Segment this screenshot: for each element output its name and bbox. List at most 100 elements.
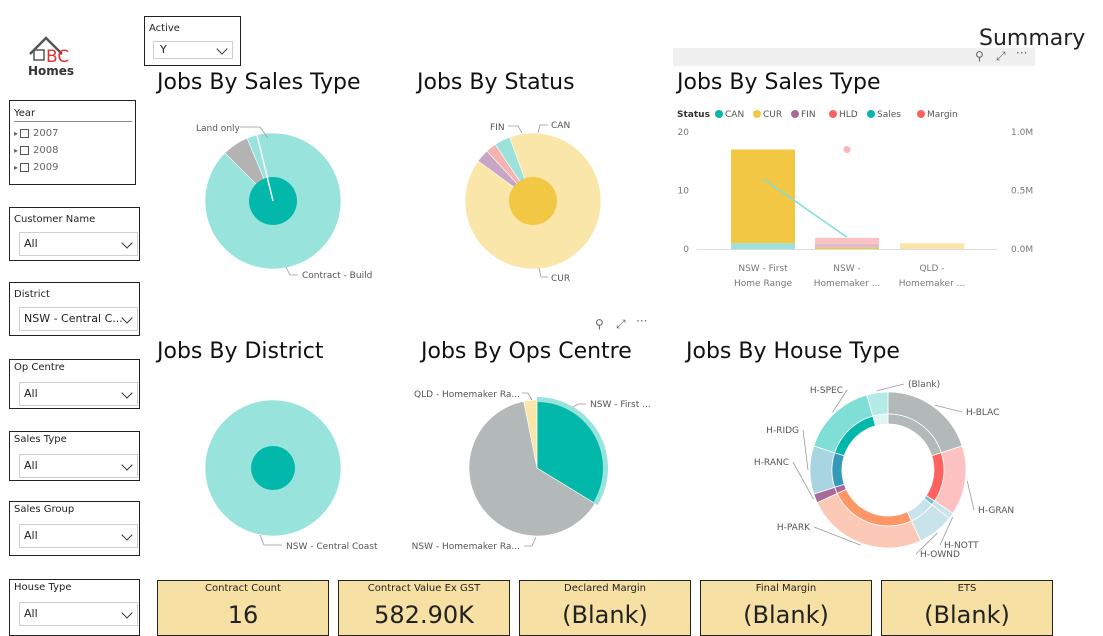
chevron-down-icon (121, 312, 133, 324)
year-item-label: 2008 (33, 145, 59, 156)
y-tick-label: 20 (678, 128, 690, 138)
sales-line[interactable] (762, 178, 848, 238)
slice-highlight (537, 397, 608, 506)
leader-line (285, 266, 298, 276)
leader-line (240, 126, 269, 139)
slice-separator (256, 134, 274, 202)
district-value: NSW - Central C... (24, 312, 123, 325)
district-dropdown[interactable]: NSW - Central C... (19, 307, 138, 331)
leader-line (939, 516, 954, 546)
leader-line (966, 480, 975, 511)
margin-point[interactable] (843, 146, 851, 154)
sales-group-dropdown[interactable]: All (19, 524, 138, 548)
chevron-down-icon (121, 607, 133, 619)
chevron-down-icon (121, 387, 133, 399)
visual-header-bar (673, 48, 1035, 66)
year-slicer: Year ▸ 2007 ▸ 2008 ▸ 2009 (9, 100, 136, 185)
data-label: H-RIDG (766, 426, 799, 436)
pin-icon[interactable]: ⚲ (595, 317, 604, 331)
donut-inner-segment[interactable] (872, 413, 889, 427)
kpi-label: Declared Margin (564, 583, 646, 594)
bc-homes-logo: BC Homes (26, 32, 82, 78)
expand-arrow-icon[interactable]: ▸ (14, 129, 19, 138)
data-label: QLD - Homemaker Ra... (414, 390, 520, 400)
leader-line (537, 124, 548, 134)
district-slicer: District NSW - Central C... (9, 282, 140, 336)
legend-marker (791, 110, 799, 118)
sales-type-dropdown[interactable]: All (19, 454, 138, 478)
checkbox-icon[interactable] (20, 162, 30, 172)
bar-segment[interactable] (815, 243, 879, 248)
sales-type-label: Sales Type (14, 434, 67, 445)
data-label: H-OWND (920, 550, 960, 560)
kpi-label: ETS (957, 583, 977, 594)
kpi-card-declared-margin: Declared Margin (Blank) (519, 580, 691, 636)
pie-slice[interactable] (468, 400, 596, 537)
legend-item[interactable]: HLD (839, 110, 858, 120)
pie-center (509, 177, 557, 225)
legend-title: Status (677, 110, 710, 120)
year-item[interactable]: ▸ 2009 (14, 159, 58, 176)
more-options-icon[interactable]: ··· (636, 314, 648, 328)
house-type-dropdown[interactable]: All (19, 602, 138, 626)
y2-tick-label: 0.5M (1011, 187, 1033, 197)
active-dropdown[interactable]: Y (153, 41, 233, 59)
data-label: Land only (196, 124, 241, 134)
pie-slice[interactable] (523, 399, 538, 469)
y-tick-label: 0 (683, 245, 689, 255)
pie-slice[interactable] (204, 132, 342, 270)
more-options-icon[interactable]: ··· (1016, 46, 1028, 60)
data-label: NSW - Central Coast (286, 542, 378, 552)
data-label: H-PARK (777, 523, 811, 533)
focus-mode-icon[interactable]: ⤢ (996, 49, 1006, 63)
leader-line (876, 383, 905, 392)
focus-mode-icon[interactable]: ⤢ (616, 317, 626, 331)
expand-arrow-icon[interactable]: ▸ (14, 146, 19, 155)
y2-tick-label: 0.0M (1011, 245, 1033, 255)
op-centre-value: All (24, 387, 38, 400)
kpi-card-contract-count: Contract Count 16 (157, 580, 329, 636)
sales-type-combo-chart: Status CAN CUR FIN HLD Sales Margin 20 10 0 1.0M 0.… (677, 110, 1033, 289)
sales-type-pie-chart: Land only Contract - Build (196, 124, 372, 281)
expand-arrow-icon[interactable]: ▸ (14, 163, 19, 172)
customer-name-value: All (24, 237, 38, 250)
bar-segment[interactable] (731, 149, 795, 244)
legend-item[interactable]: Margin (927, 110, 958, 120)
legend-item[interactable]: Sales (877, 110, 901, 120)
legend-marker (715, 110, 723, 118)
leader-line (522, 392, 533, 401)
bar-segment[interactable] (815, 247, 879, 249)
visual-title-status: Jobs By Status (417, 70, 575, 95)
year-item[interactable]: ▸ 2008 (14, 142, 58, 159)
sales-type-slicer: Sales Type All (9, 431, 140, 481)
customer-name-dropdown[interactable]: All (19, 232, 138, 256)
op-centre-label: Op Centre (14, 362, 65, 373)
chevron-down-icon (121, 237, 133, 249)
checkbox-icon[interactable] (20, 128, 30, 138)
legend-item[interactable]: FIN (801, 110, 816, 120)
x-tick-label: NSW -Homemaker ... (814, 264, 880, 289)
visual-title-sales-type-combo: Jobs By Sales Type (677, 70, 881, 95)
legend-marker (917, 110, 925, 118)
pin-icon[interactable]: ⚲ (975, 49, 984, 63)
donut-inner-segment[interactable] (831, 452, 845, 488)
data-label: NSW - First ... (590, 400, 651, 410)
bar-segment[interactable] (900, 243, 964, 249)
checkbox-icon[interactable] (20, 145, 30, 155)
donut-outer-segment[interactable] (809, 445, 836, 495)
bar-segment[interactable] (815, 237, 879, 244)
data-label: CAN (551, 121, 570, 131)
kpi-label: Final Margin (755, 583, 817, 594)
kpi-label: Contract Count (205, 583, 281, 594)
bar-segment[interactable] (731, 243, 795, 249)
legend-item[interactable]: CAN (725, 110, 744, 120)
op-centre-dropdown[interactable]: All (19, 382, 138, 406)
district-pie-chart: NSW - Central Coast (204, 399, 378, 552)
x-tick-label: QLD -Homemaker ... (899, 264, 965, 289)
year-item[interactable]: ▸ 2007 (14, 125, 58, 142)
data-label: CUR (551, 274, 570, 284)
year-list: ▸ 2007 ▸ 2008 ▸ 2009 (14, 125, 58, 176)
legend-item[interactable]: CUR (763, 110, 782, 120)
kpi-value: (Blank) (743, 601, 829, 629)
legend-marker (753, 110, 761, 118)
